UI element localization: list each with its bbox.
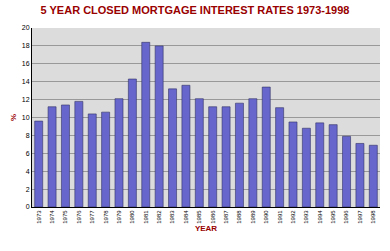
svg-text:4: 4 bbox=[26, 168, 30, 175]
svg-text:1997: 1997 bbox=[357, 210, 363, 224]
svg-text:10: 10 bbox=[22, 114, 30, 121]
svg-text:2: 2 bbox=[26, 186, 30, 193]
svg-text:14: 14 bbox=[22, 78, 30, 85]
svg-text:1988: 1988 bbox=[236, 210, 242, 224]
svg-text:1998: 1998 bbox=[370, 210, 376, 224]
svg-text:5 YEAR CLOSED MORTGAGE INTERES: 5 YEAR CLOSED MORTGAGE INTEREST RATES 19… bbox=[41, 4, 350, 16]
svg-text:1982: 1982 bbox=[156, 210, 162, 224]
svg-text:1984: 1984 bbox=[183, 210, 189, 224]
svg-text:1976: 1976 bbox=[76, 210, 82, 224]
svg-text:18: 18 bbox=[22, 42, 30, 49]
svg-text:1992: 1992 bbox=[290, 210, 296, 224]
svg-text:16: 16 bbox=[22, 60, 30, 67]
svg-text:YEAR: YEAR bbox=[195, 224, 217, 233]
svg-text:1987: 1987 bbox=[223, 210, 229, 224]
svg-text:1983: 1983 bbox=[169, 210, 175, 224]
svg-text:1973: 1973 bbox=[36, 210, 42, 224]
svg-text:1991: 1991 bbox=[277, 210, 283, 224]
svg-text:20: 20 bbox=[22, 24, 30, 31]
svg-text:1979: 1979 bbox=[116, 210, 122, 224]
svg-text:0: 0 bbox=[26, 203, 30, 210]
svg-text:1994: 1994 bbox=[317, 210, 323, 224]
svg-text:8: 8 bbox=[26, 132, 30, 139]
svg-text:%: % bbox=[9, 114, 18, 121]
svg-text:1974: 1974 bbox=[49, 210, 55, 224]
svg-text:1990: 1990 bbox=[263, 210, 269, 224]
svg-text:1996: 1996 bbox=[343, 210, 349, 224]
svg-text:1981: 1981 bbox=[143, 210, 149, 224]
svg-text:1993: 1993 bbox=[303, 210, 309, 224]
svg-text:6: 6 bbox=[26, 150, 30, 157]
svg-text:1975: 1975 bbox=[62, 210, 68, 224]
svg-text:1977: 1977 bbox=[89, 210, 95, 224]
svg-text:12: 12 bbox=[22, 96, 30, 103]
svg-text:1980: 1980 bbox=[129, 210, 135, 224]
svg-text:1995: 1995 bbox=[330, 210, 336, 224]
svg-text:1978: 1978 bbox=[103, 210, 109, 224]
svg-text:1989: 1989 bbox=[250, 210, 256, 224]
svg-text:1986: 1986 bbox=[210, 210, 216, 224]
svg-text:1985: 1985 bbox=[196, 210, 202, 224]
